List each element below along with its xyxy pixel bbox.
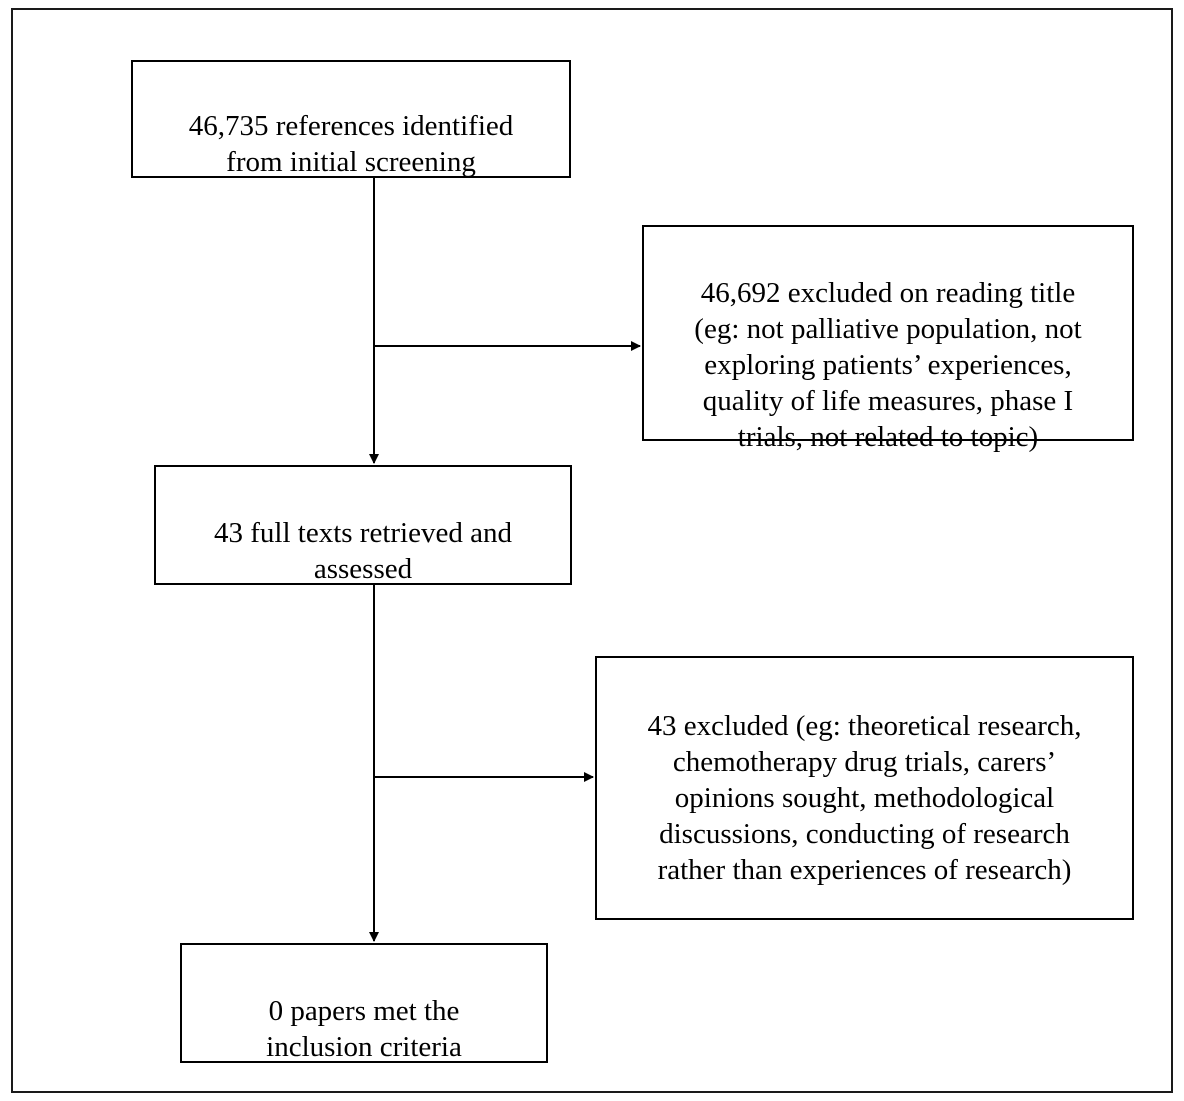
references-identified-box: 46,735 references identified from initia…: [131, 60, 571, 178]
excluded-full-text-text: 43 excluded (eg: theoretical research, c…: [647, 710, 1082, 886]
papers-included-text: 0 papers met the inclusion criteria: [266, 995, 462, 1063]
full-texts-assessed-box: 43 full texts retrieved and assessed: [154, 465, 572, 585]
references-identified-text: 46,735 references identified from initia…: [188, 110, 514, 178]
excluded-on-title-box: 46,692 excluded on reading title (eg: no…: [642, 225, 1134, 453]
excluded-on-title-text: 46,692 excluded on reading title (eg: no…: [694, 277, 1082, 453]
full-texts-assessed-text: 43 full texts retrieved and assessed: [214, 517, 512, 585]
excluded-full-text-box: 43 excluded (eg: theoretical research, c…: [595, 656, 1134, 920]
papers-included-box: 0 papers met the inclusion criteria: [180, 943, 548, 1063]
